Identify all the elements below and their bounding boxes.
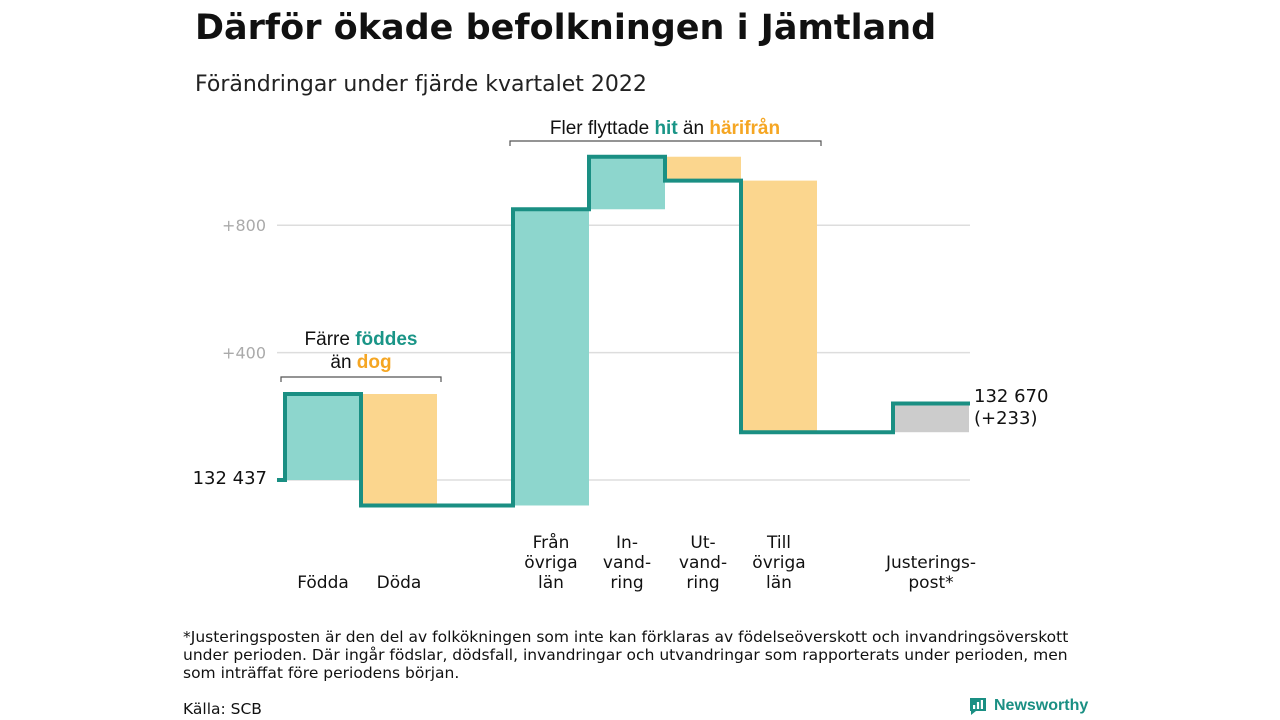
chart-subtitle: Förändringar under fjärde kvartalet 2022 (195, 72, 647, 97)
bar-decrease (665, 156, 741, 181)
chart-title: Därför ökade befolkningen i Jämtland (195, 8, 937, 48)
category-label: Ut- (690, 533, 715, 553)
bar-increase (513, 209, 589, 506)
category-label: Födda (297, 573, 349, 593)
brand-name: Newsworthy (994, 697, 1089, 714)
category-label: ring (610, 573, 643, 593)
births-bracket (280, 376, 442, 382)
category-label: övriga (752, 553, 805, 573)
bar-increase (589, 156, 665, 210)
category-label: vand- (679, 553, 727, 573)
source-note: Källa: SCB (183, 700, 262, 718)
category-label: post* (908, 573, 953, 593)
category-label: län (538, 573, 564, 593)
footnote: *Justeringsposten är den del av folkökni… (183, 628, 1069, 682)
end-value-label: 132 670 (974, 386, 1048, 407)
migration-annotation: Fler flyttade hit än härifrån (550, 118, 780, 139)
category-label: Till (766, 533, 791, 553)
bar-decrease (361, 394, 437, 506)
end-change-label: (+233) (974, 408, 1037, 429)
newsworthy-logo-icon (970, 698, 986, 715)
y-tick-label: +400 (222, 344, 266, 363)
bar-increase (285, 394, 361, 480)
category-label: övriga (524, 553, 577, 573)
births-annotation-line2: än dog (330, 352, 391, 373)
category-label: vand- (603, 553, 651, 573)
start-value-label: 132 437 (193, 468, 267, 489)
category-label: In- (616, 533, 638, 553)
cumulative-step-line (277, 154, 970, 508)
migration-bracket (509, 140, 822, 146)
bar-decrease (741, 180, 817, 433)
category-label: Från (533, 532, 570, 553)
y-tick-label: +800 (222, 216, 266, 235)
category-label: län (766, 573, 792, 593)
births-annotation-line1: Färre föddes (305, 329, 418, 350)
category-label: ring (686, 573, 719, 593)
category-label: Justerings- (885, 553, 976, 573)
bar-adjustment (893, 403, 969, 433)
category-label: Döda (377, 573, 422, 593)
brand-logo: Newsworthy (968, 696, 1088, 716)
